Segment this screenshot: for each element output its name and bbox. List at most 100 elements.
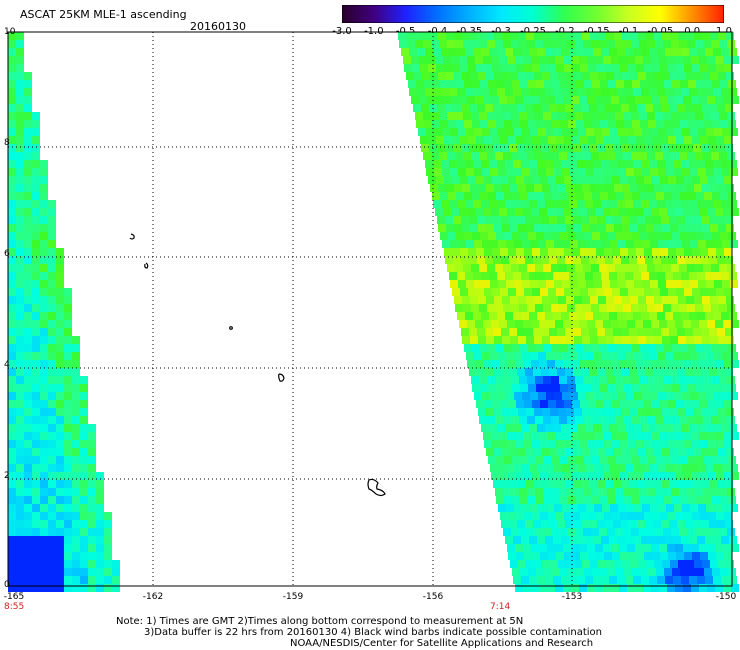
swath-cell [470,224,478,232]
swath-cell [669,328,677,336]
swath-cell [491,96,499,104]
swath-cell [718,560,726,568]
swath-cell [467,208,475,216]
swath-cell [665,88,673,96]
swath-cell [48,232,56,240]
swath-cell [566,72,574,80]
swath-cell [531,544,539,552]
swath-cell [16,528,24,536]
swath-cell [514,280,522,288]
swath-cell [484,288,492,296]
swath-cell [541,520,549,528]
swath-cell [599,416,607,424]
swath-cell [648,192,656,200]
swath-cell [615,304,623,312]
swath-cell [685,256,693,264]
swath-cell [444,64,452,72]
swath-cell [8,168,16,176]
swath-cell [608,80,616,88]
swath-cell [547,360,555,368]
swath-cell [538,464,546,472]
swath-cell [56,336,64,344]
swath-cell [559,112,567,120]
swath-cell [56,552,64,560]
swath-cell [532,248,540,256]
swath-cell [528,568,536,576]
swath-cell [669,256,677,264]
swath-cell [616,384,624,392]
swath-cell [611,96,619,104]
swath-cell [592,192,600,200]
swath-cell [730,352,738,360]
swath-cell [453,104,461,112]
swath-cell [595,432,603,440]
swath-cell [563,96,571,104]
swath-cell [559,264,567,272]
swath-cell [665,312,673,320]
swath-cell [16,248,24,256]
swath-cell [24,504,32,512]
swath-cell [440,192,448,200]
swath-cell [500,288,508,296]
swath-cell [560,568,568,576]
swath-cell [40,368,48,376]
swath-cell [716,248,724,256]
swath-cell [634,240,642,248]
swath-cell [661,328,669,336]
swath-cell [24,152,32,160]
swath-cell [608,456,616,464]
swath-cell [661,256,669,264]
swath-cell [637,216,645,224]
swath-cell [465,48,473,56]
swath-cell [533,104,541,112]
swath-cell [537,160,545,168]
swath-cell [694,296,702,304]
swath-cell [88,488,96,496]
swath-cell [16,440,24,448]
swath-cell [505,536,513,544]
swath-cell [641,312,649,320]
swath-cell [32,352,40,360]
swath-cell [32,520,40,528]
swath-cell [24,344,32,352]
swath-cell [582,32,590,40]
swath-cell [633,200,641,208]
swath-cell [8,288,16,296]
swath-cell [498,352,506,360]
swath-cell [454,296,462,304]
swath-cell [536,344,544,352]
swath-cell [8,216,16,224]
swath-cell [709,144,717,152]
swath-cell [588,552,596,560]
swath-cell [690,392,698,400]
swath-cell [544,456,552,464]
swath-cell [456,232,464,240]
swath-cell [617,576,625,584]
swath-cell [694,560,702,568]
swath-cell [495,152,503,160]
swath-cell [562,128,570,136]
swath-cell [677,144,685,152]
swath-cell [651,320,659,328]
swath-cell [719,264,727,272]
swath-cell [540,248,548,256]
swath-cell [64,472,72,480]
swath-cell [673,48,681,56]
swath-cell [700,136,708,144]
swath-cell [521,48,529,56]
swath-cell [700,64,708,72]
swath-cell [467,320,475,328]
swath-cell [480,120,488,128]
swath-cell [581,104,589,112]
swath-cell [501,328,509,336]
swath-cell [24,320,32,328]
swath-cell [616,456,624,464]
swath-cell [427,96,435,104]
swath-cell [463,112,471,120]
swath-cell [705,160,713,168]
swath-cell [488,384,496,392]
swath-cell [471,112,479,120]
swath-cell [534,224,542,232]
swath-cell [506,352,514,360]
swath-cell [654,72,662,80]
